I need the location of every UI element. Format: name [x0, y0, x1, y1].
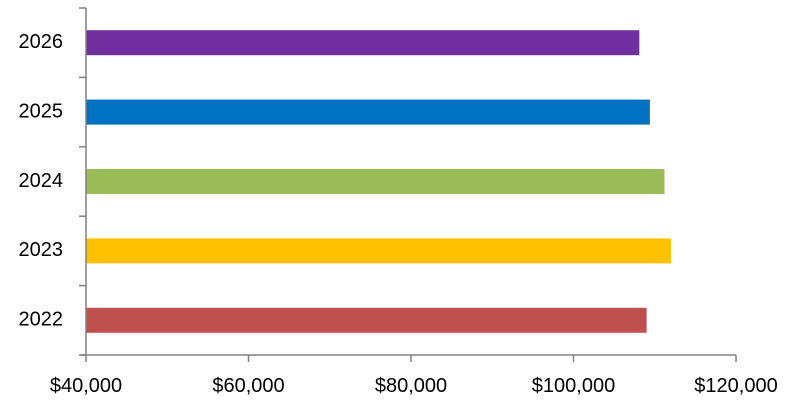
bars-group — [86, 30, 671, 333]
y-tick-label-2022: 2022 — [19, 309, 64, 331]
x-tick-label: $60,000 — [212, 375, 284, 397]
y-tick-label-2026: 2026 — [19, 31, 64, 53]
x-tick-label: $80,000 — [375, 375, 447, 397]
x-tick-label: $120,000 — [694, 375, 777, 397]
bar-2026 — [86, 30, 640, 56]
y-axis-tick-labels: 2022 2023 2024 2025 2026 — [19, 31, 64, 331]
bar-2022 — [86, 307, 647, 333]
bar-2025 — [86, 99, 650, 125]
x-axis-tick-labels: $40,000 $60,000 $80,000 $100,000 $120,000 — [50, 375, 778, 397]
y-tick-label-2024: 2024 — [19, 170, 64, 192]
x-axis-ticks — [85, 355, 737, 362]
bar-2023 — [86, 238, 671, 264]
x-tick-label: $100,000 — [532, 375, 615, 397]
y-tick-label-2023: 2023 — [19, 239, 64, 261]
x-tick-label: $40,000 — [50, 375, 122, 397]
y-tick-label-2025: 2025 — [19, 100, 64, 122]
bar-2024 — [86, 169, 665, 194]
y-axis-ticks — [79, 7, 86, 356]
